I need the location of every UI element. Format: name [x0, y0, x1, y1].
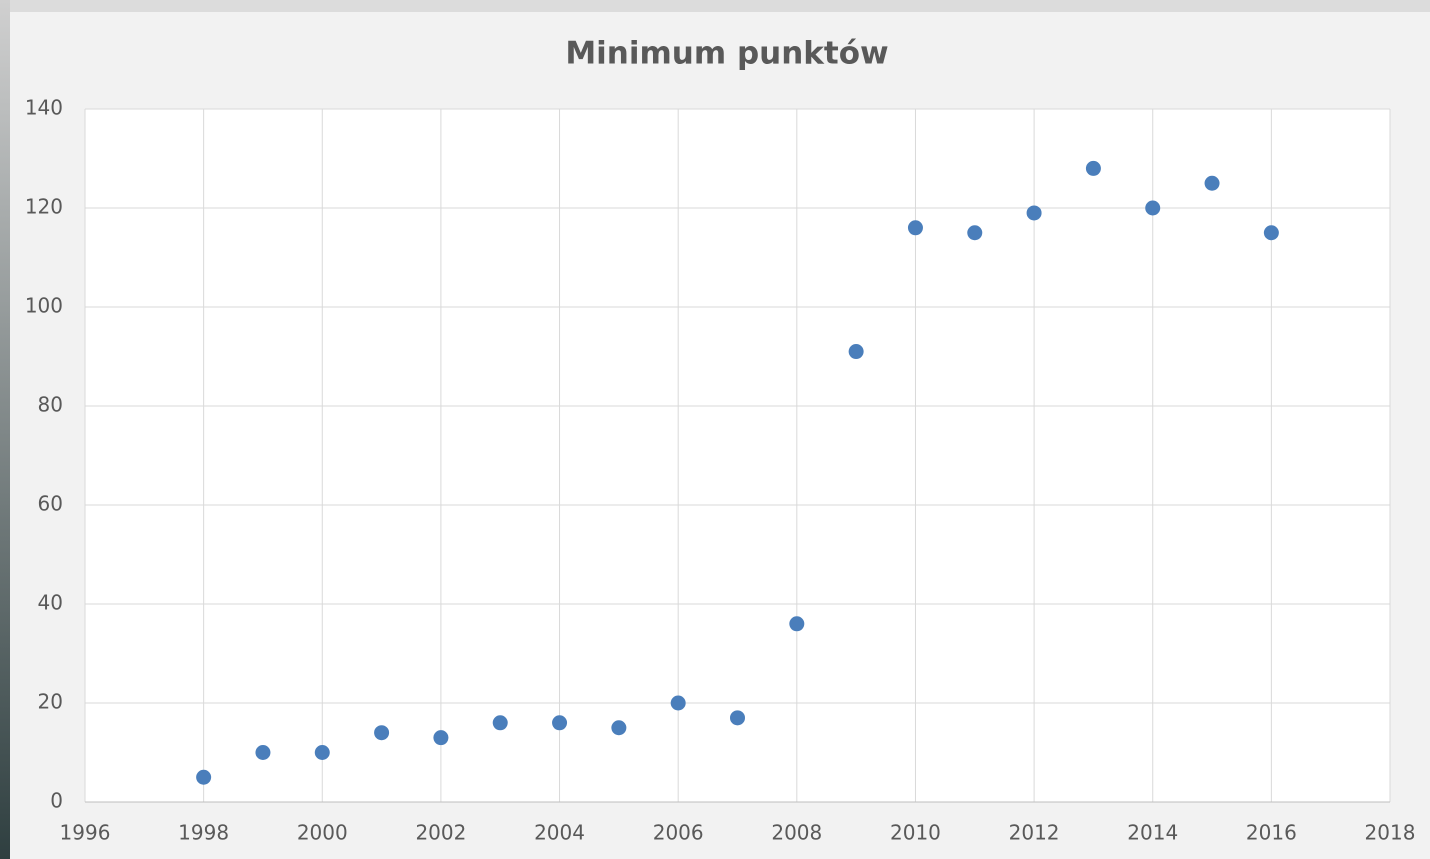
x-tick-label: 2002 [415, 821, 466, 845]
x-tick-label: 2018 [1365, 821, 1416, 845]
point [552, 715, 568, 731]
x-tick-label: 1996 [60, 821, 111, 845]
point [1085, 160, 1101, 176]
point [1263, 225, 1279, 241]
x-tick-label: 2004 [534, 821, 585, 845]
point [730, 710, 745, 726]
point [1026, 205, 1042, 221]
plot-area [85, 109, 1390, 802]
y-tick-label: 60 [38, 492, 63, 516]
point [1204, 175, 1220, 191]
point [848, 344, 864, 360]
point [314, 745, 330, 760]
y-tick-label: 140 [25, 96, 63, 120]
y-tick-label: 80 [38, 393, 63, 417]
point [907, 220, 923, 236]
point [611, 720, 627, 736]
point [670, 695, 686, 711]
x-tick-label: 2008 [771, 821, 822, 845]
y-tick-label: 0 [50, 789, 63, 813]
y-tick-label: 20 [38, 690, 63, 714]
point [492, 715, 508, 731]
window-edge [0, 0, 10, 859]
point [374, 725, 390, 741]
chart-title: Minimum punktów [565, 36, 888, 72]
x-tick-label: 2014 [1127, 821, 1178, 845]
point [967, 225, 983, 241]
y-tick-label: 100 [25, 294, 63, 318]
x-tick-label: 2010 [890, 821, 941, 845]
point [196, 769, 212, 785]
point [255, 745, 271, 760]
point [433, 730, 449, 746]
x-tick-label: 1998 [178, 821, 229, 845]
point [1145, 200, 1161, 216]
x-tick-label: 2012 [1009, 821, 1060, 845]
x-tick-label: 2000 [297, 821, 348, 845]
point [789, 616, 805, 632]
x-tick-label: 2016 [1246, 821, 1297, 845]
x-tick-label: 2006 [653, 821, 704, 845]
y-tick-label: 120 [25, 195, 63, 219]
y-tick-label: 40 [38, 591, 63, 615]
